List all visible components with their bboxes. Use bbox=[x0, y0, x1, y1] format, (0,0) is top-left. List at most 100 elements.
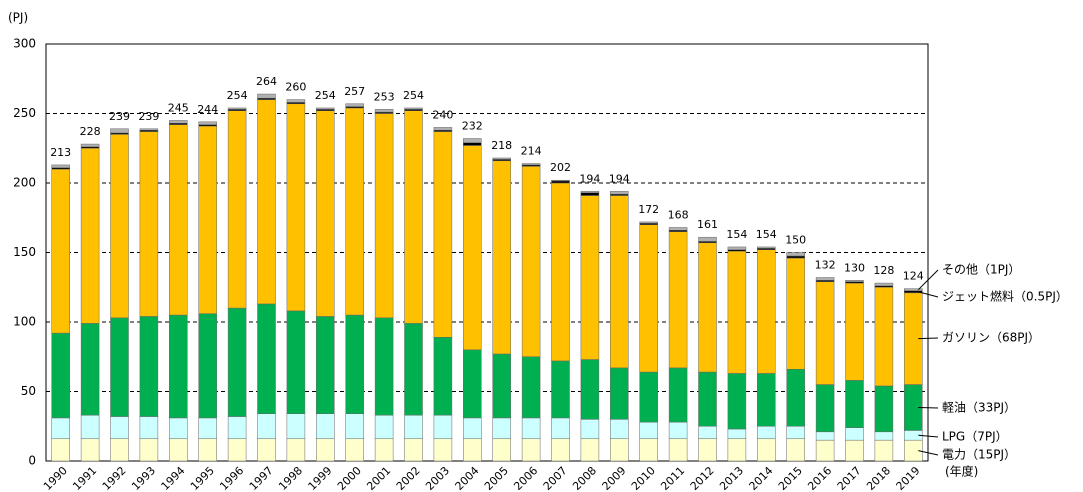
bar-segment bbox=[492, 417, 511, 440]
bar-segment bbox=[433, 127, 453, 131]
bar-segment bbox=[169, 124, 188, 316]
bar-segment bbox=[551, 438, 570, 462]
total-label: 202 bbox=[550, 161, 571, 174]
bar-segment bbox=[110, 317, 129, 417]
bar-segment bbox=[610, 438, 629, 462]
bar-segment bbox=[257, 438, 276, 462]
x-tick-label: 1993 bbox=[129, 464, 158, 492]
bar-segment bbox=[786, 252, 805, 257]
bar-segment bbox=[786, 369, 805, 427]
x-tick-label: 2012 bbox=[688, 464, 717, 492]
x-tick-label: 1996 bbox=[217, 464, 246, 492]
total-label: 254 bbox=[403, 89, 424, 102]
bar-segment bbox=[727, 246, 747, 250]
bar-segment bbox=[80, 414, 100, 440]
bar-segment bbox=[874, 282, 894, 287]
total-label: 168 bbox=[668, 208, 689, 221]
total-label: 253 bbox=[374, 90, 395, 103]
bar-segment bbox=[463, 417, 482, 440]
bar-segment bbox=[227, 107, 247, 110]
bar-segment bbox=[815, 277, 835, 281]
bar-segment bbox=[433, 337, 453, 416]
bar-segment bbox=[639, 224, 658, 373]
y-tick-label: 150 bbox=[13, 245, 36, 259]
bar-segment bbox=[815, 431, 835, 441]
bar-segment bbox=[668, 227, 688, 231]
bar-segment bbox=[169, 438, 188, 462]
bar-segment bbox=[316, 438, 335, 462]
bar-segment bbox=[668, 231, 688, 369]
bar-segment bbox=[198, 121, 217, 125]
bar-segment bbox=[845, 427, 864, 441]
bar-segment bbox=[257, 303, 276, 414]
bar-segment bbox=[169, 314, 188, 419]
x-tick-label: 1995 bbox=[188, 464, 217, 492]
bar-segment bbox=[757, 426, 776, 440]
bar-segment bbox=[404, 438, 423, 462]
bar-segment bbox=[727, 373, 747, 430]
x-tick-label: 2017 bbox=[835, 464, 864, 492]
bar-segment bbox=[492, 353, 511, 419]
bar-segment bbox=[727, 428, 747, 440]
bar-segment bbox=[845, 282, 864, 381]
bar-segment bbox=[433, 131, 453, 338]
bar-segment bbox=[227, 110, 247, 309]
total-label: 213 bbox=[50, 146, 71, 159]
bar-segment bbox=[316, 110, 335, 317]
bar-segment bbox=[904, 288, 923, 291]
bar-segment bbox=[198, 125, 217, 314]
bar-segment bbox=[110, 128, 129, 134]
x-tick-label: 2003 bbox=[423, 464, 452, 492]
legend-label: LPG（7PJ） bbox=[942, 430, 1008, 444]
total-label: 154 bbox=[726, 228, 747, 241]
bar-segment bbox=[169, 417, 188, 440]
total-label: 194 bbox=[609, 172, 630, 185]
total-label: 264 bbox=[256, 75, 277, 88]
x-tick-label: 2004 bbox=[453, 464, 482, 492]
bar-segment bbox=[668, 421, 688, 440]
x-tick-label: 2015 bbox=[776, 464, 805, 492]
bar-segment bbox=[492, 438, 511, 462]
total-label: 254 bbox=[315, 89, 336, 102]
total-label: 239 bbox=[138, 110, 159, 123]
bar-segment bbox=[639, 438, 658, 462]
x-tick-label: 2000 bbox=[335, 464, 364, 492]
bar-segment bbox=[227, 416, 247, 440]
bar-segment bbox=[110, 134, 129, 319]
bar-segment bbox=[51, 168, 70, 334]
total-label: 214 bbox=[521, 145, 542, 158]
bar-segment bbox=[874, 385, 894, 433]
leader-line bbox=[918, 406, 939, 409]
x-tick-label: 2010 bbox=[629, 464, 658, 492]
bar-segment bbox=[51, 438, 70, 462]
bar-segment bbox=[698, 438, 717, 462]
bar-segment bbox=[492, 157, 511, 160]
y-tick-label: 0 bbox=[28, 454, 36, 468]
bar-segment bbox=[639, 371, 658, 423]
bar-segment bbox=[845, 380, 864, 428]
bar-segment bbox=[286, 413, 306, 440]
bar-segment bbox=[198, 438, 217, 462]
y-tick-label: 100 bbox=[13, 315, 36, 329]
bar-segment bbox=[757, 246, 776, 249]
bar-segment bbox=[345, 103, 364, 107]
bar-segment bbox=[80, 323, 100, 416]
bar-segment bbox=[404, 110, 423, 324]
bar-segment bbox=[668, 438, 688, 462]
total-label: 124 bbox=[903, 270, 924, 283]
bar-segment bbox=[316, 107, 335, 110]
x-tick-label: 2001 bbox=[364, 464, 393, 492]
bar-segment bbox=[227, 307, 247, 417]
bar-segment bbox=[757, 249, 776, 374]
bar-segment bbox=[374, 109, 394, 113]
total-label: 218 bbox=[491, 139, 512, 152]
bar-segment bbox=[874, 439, 894, 462]
bar-segment bbox=[845, 280, 864, 282]
bar-segment bbox=[345, 107, 364, 316]
bar-segment bbox=[404, 107, 423, 110]
bar-segment bbox=[169, 120, 188, 124]
x-tick-label: 2009 bbox=[600, 464, 629, 492]
bar-segment bbox=[139, 128, 159, 131]
bar-segment bbox=[815, 384, 835, 433]
